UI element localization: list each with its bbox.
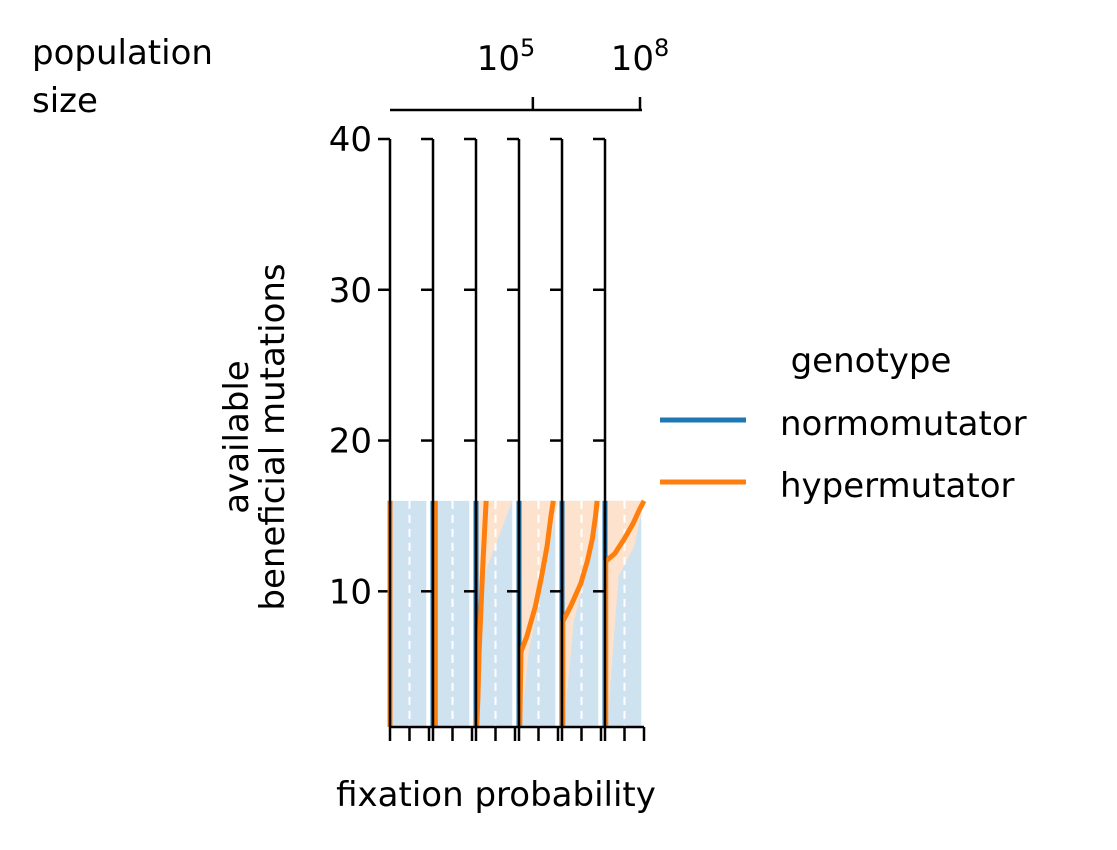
y-axis: 10 20 30 40 bbox=[329, 120, 390, 612]
tick-base: 10 bbox=[611, 39, 654, 79]
hypermutator-band bbox=[562, 500, 601, 727]
legend-label-hypermutator: hypermutator bbox=[780, 466, 1015, 506]
tick-base: 10 bbox=[477, 39, 520, 79]
top-axis-label-line-1: population bbox=[32, 33, 213, 73]
y-axis-label-line-1: available bbox=[217, 360, 257, 513]
x-axis bbox=[388, 725, 646, 741]
y-tick-label: 40 bbox=[329, 120, 372, 160]
legend-label-normomutator: normomutator bbox=[780, 404, 1027, 444]
y-tick-label: 10 bbox=[329, 572, 372, 612]
panel-n-10 bbox=[387, 139, 427, 727]
top-axis-tick-label-1e5: 105 bbox=[477, 34, 536, 79]
hypermutator-line bbox=[560, 500, 600, 727]
top-axis-label-line-2: size bbox=[32, 81, 98, 121]
hypermutator-band bbox=[519, 500, 558, 727]
y-axis-label-line-2: beneficial mutations bbox=[253, 263, 293, 610]
tick-exponent: 8 bbox=[654, 34, 669, 62]
legend-title: genotype bbox=[791, 341, 952, 381]
y-tick-label: 20 bbox=[329, 422, 372, 462]
panel-n-100 bbox=[421, 137, 470, 727]
y-tick-label: 30 bbox=[329, 271, 372, 311]
normomutator-band bbox=[390, 500, 427, 727]
legend: genotype normomutator hypermutator bbox=[660, 341, 1027, 506]
hypermutator-line bbox=[517, 500, 556, 728]
hypermutator-band bbox=[605, 500, 644, 727]
facet-panels bbox=[387, 137, 647, 728]
panel-n-1000 bbox=[464, 137, 513, 728]
normomutator-band bbox=[433, 500, 470, 727]
panel-n-10000 bbox=[507, 137, 558, 728]
tick-exponent: 5 bbox=[520, 34, 535, 62]
x-axis-label: fixation probability bbox=[336, 775, 656, 815]
hypermutator-line bbox=[474, 500, 489, 728]
panel-n-100000 bbox=[550, 137, 601, 727]
top-axis bbox=[390, 97, 642, 112]
top-axis-tick-label-1e8: 108 bbox=[611, 34, 670, 79]
panel-n-1000000 bbox=[593, 137, 647, 727]
